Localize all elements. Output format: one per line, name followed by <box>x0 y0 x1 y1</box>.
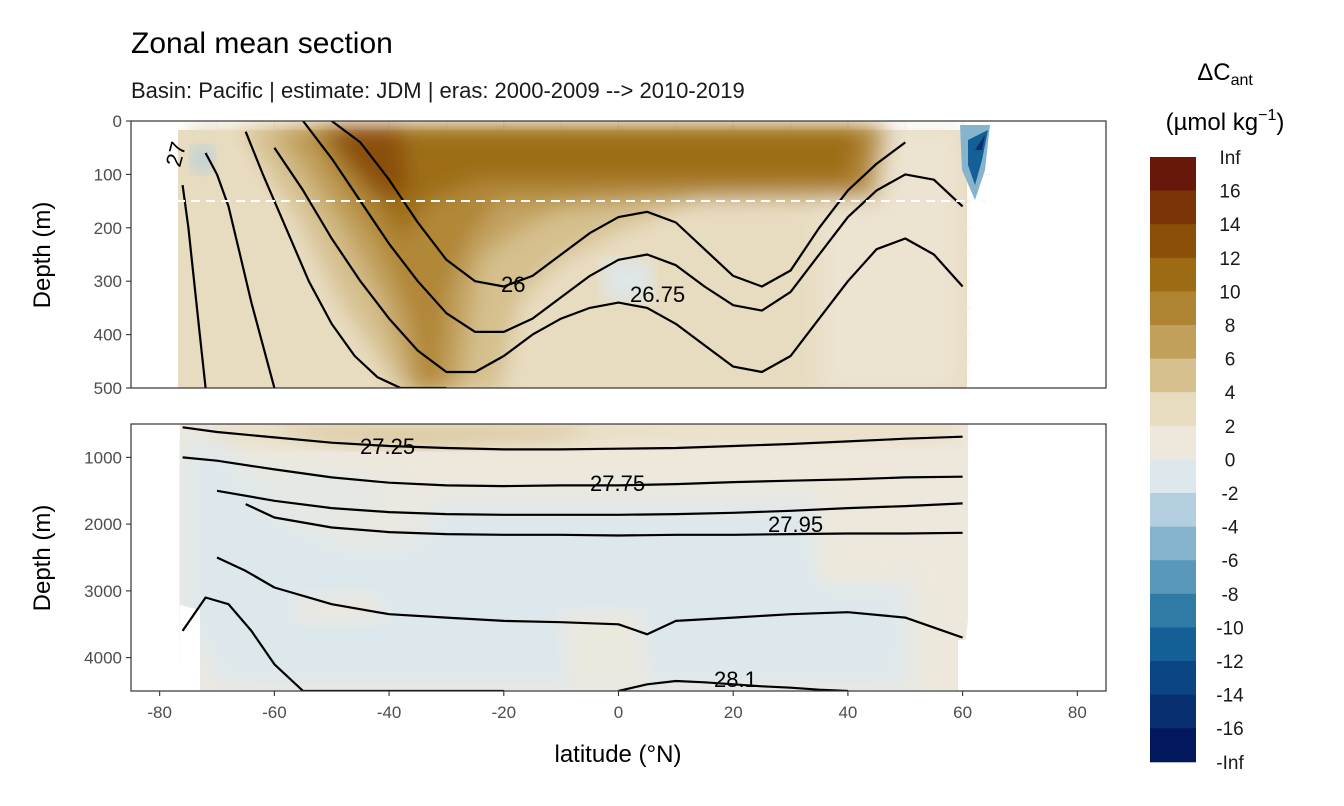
y-tick-label: 300 <box>94 272 122 291</box>
legend-label: 2 <box>1225 417 1236 438</box>
contour-label-26: 26 <box>501 272 525 297</box>
legend-labels: Inf 16 14 12 10 8 6 4 2 0 -2 -4 -6 -8 -10 -12 -14 -16 -Inf <box>1216 148 1244 774</box>
legend-swatch <box>1150 493 1196 528</box>
legend-label: -10 <box>1216 618 1243 639</box>
legend-label: 6 <box>1225 350 1236 371</box>
contour-label-27-95: 27.95 <box>768 512 823 537</box>
legend-swatch <box>1150 224 1196 259</box>
y-tick-label: 200 <box>94 219 122 238</box>
legend-swatch <box>1150 526 1196 561</box>
isopycnal-26-5 <box>273 147 964 374</box>
legend-label: Inf <box>1219 148 1241 169</box>
x-tick-label: -20 <box>492 703 517 722</box>
x-tick-label: 0 <box>614 703 623 722</box>
upper-fill-field <box>131 121 1106 388</box>
legend: ΔCant (µmol kg−1) Inf 16 14 12 10 8 6 4 2 0 -2 -4 -6… <box>1150 59 1284 774</box>
x-tick-label: 20 <box>724 703 743 722</box>
chart-subtitle: Basin: Pacific | estimate: JDM | eras: 2… <box>131 78 745 103</box>
x-axis-label: latitude (°N) <box>555 741 682 768</box>
legend-swatch <box>1150 661 1196 696</box>
y-axis-label-upper: Depth (m) <box>29 202 56 309</box>
legend-label: 10 <box>1219 282 1240 303</box>
legend-swatch <box>1150 593 1196 628</box>
isopycnal-26 <box>331 121 906 288</box>
legend-swatch <box>1150 627 1196 662</box>
isopycnal-27-25 <box>182 426 963 451</box>
x-axis: -80 -60 -40 -20 0 20 40 60 80 <box>147 691 1087 722</box>
y-tick-label: 2000 <box>84 515 122 534</box>
legend-swatch <box>1150 325 1196 360</box>
y-axis-label-lower: Depth (m) <box>29 505 56 612</box>
isopycnal-27-95 <box>245 503 963 537</box>
upper-panel-border <box>130 120 1107 389</box>
legend-label: 0 <box>1225 450 1236 471</box>
legend-swatch <box>1150 358 1196 393</box>
y-tick-label: 500 <box>94 379 122 398</box>
x-tick-label: 40 <box>838 703 857 722</box>
legend-swatch <box>1150 560 1196 595</box>
legend-label: -6 <box>1222 551 1239 572</box>
legend-swatch <box>1150 257 1196 292</box>
legend-swatch <box>1150 694 1196 729</box>
isopycnal-26-25 <box>302 121 964 333</box>
isopycnal-27-1 <box>181 184 207 388</box>
lower-fill-field <box>131 424 1106 691</box>
x-tick-label: 60 <box>953 703 972 722</box>
legend-label: -14 <box>1216 686 1244 707</box>
isopycnal-27-5 <box>182 456 963 488</box>
contour-label-27-75: 27.75 <box>590 471 645 496</box>
legend-title: ΔCant <box>1197 59 1253 89</box>
legend-swatch <box>1150 157 1196 192</box>
legend-swatch <box>1150 392 1196 427</box>
legend-label: -2 <box>1222 484 1239 505</box>
lower-y-axis: 1000 2000 3000 4000 <box>84 448 131 668</box>
y-tick-label: 400 <box>94 326 122 345</box>
legend-label: 8 <box>1225 316 1236 337</box>
x-tick-label: -60 <box>262 703 287 722</box>
legend-unit: (µmol kg−1) <box>1166 107 1285 136</box>
legend-swatch <box>1150 728 1196 763</box>
legend-label: -16 <box>1216 719 1243 740</box>
legend-label: -Inf <box>1216 753 1244 774</box>
y-tick-label: 4000 <box>84 649 122 668</box>
legend-swatch <box>1150 190 1196 225</box>
legend-swatch <box>1150 291 1196 326</box>
isopycnal-28-12 <box>618 679 848 691</box>
lower-panel: 27.25 27.75 27.95 28.1 1000200030004000 … <box>84 423 1107 722</box>
legend-label: 16 <box>1219 182 1240 203</box>
y-tick-label: 0 <box>113 112 122 131</box>
legend-label: 12 <box>1219 249 1240 270</box>
legend-colorbar <box>1150 157 1196 763</box>
y-tick-label: 1000 <box>84 448 122 467</box>
contour-label-28-1: 28.1 <box>714 667 757 692</box>
legend-label: -8 <box>1222 585 1239 606</box>
y-tick-label: 3000 <box>84 582 122 601</box>
isopycnal-27-75 <box>216 489 963 516</box>
chart-title: Zonal mean section <box>131 27 393 60</box>
x-tick-label: -40 <box>377 703 402 722</box>
legend-label: 14 <box>1219 215 1241 236</box>
legend-label: -4 <box>1222 518 1239 539</box>
lower-isopycnal-contours <box>181 426 963 691</box>
contour-label-27-25: 27.25 <box>360 434 415 459</box>
x-tick-label: -80 <box>147 703 172 722</box>
isopycnal-27 <box>204 152 276 388</box>
legend-swatch <box>1150 459 1196 494</box>
upper-y-axis: 0 100 200 300 400 500 <box>94 112 131 398</box>
contour-label-26-75: 26.75 <box>630 282 685 307</box>
legend-swatch <box>1150 425 1196 460</box>
y-tick-label: 100 <box>94 165 122 184</box>
legend-label: -12 <box>1216 652 1243 673</box>
isopycnal-28-05 <box>216 556 963 639</box>
isopycnal-28-1 <box>181 596 504 691</box>
x-tick-label: 80 <box>1068 703 1087 722</box>
legend-label: 4 <box>1225 383 1236 404</box>
